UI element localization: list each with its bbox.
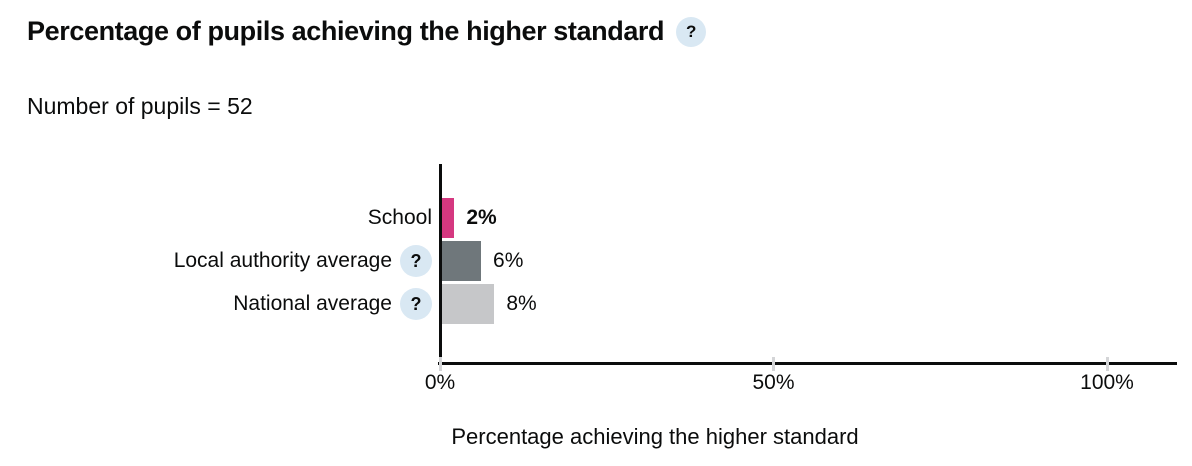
bar-value-local-authority: 6% — [493, 249, 524, 272]
x-tick-label-0: 0% — [424, 371, 456, 394]
title-row: Percentage of pupils achieving the highe… — [27, 16, 707, 47]
bar-area: 8% — [441, 284, 537, 324]
row-label-wrap: Local authority average ? — [174, 241, 432, 281]
chart-row-school: School 2% — [0, 198, 1192, 238]
row-label-school: School — [367, 206, 432, 229]
row-label-wrap: School — [368, 198, 432, 238]
bar-value-school: 2% — [466, 206, 497, 229]
x-axis-title: Percentage achieving the higher standard — [451, 424, 859, 449]
bar-national — [441, 284, 495, 324]
row-label-wrap: National average ? — [233, 284, 432, 324]
national-help-icon[interactable]: ? — [400, 288, 432, 320]
bar-value-national: 8% — [506, 292, 537, 315]
bar-area: 6% — [441, 241, 523, 281]
x-axis-line — [438, 362, 1177, 365]
x-tick-0 — [438, 357, 442, 371]
bar-school — [441, 198, 455, 238]
y-axis-line — [439, 164, 442, 364]
x-tick-label-100: 100% — [1080, 371, 1134, 394]
row-label-local-authority: Local authority average — [173, 249, 392, 272]
x-tick-100 — [1105, 357, 1109, 371]
title-help-icon[interactable]: ? — [676, 16, 707, 47]
row-label-national: National average — [233, 292, 392, 315]
x-tick-50 — [772, 357, 775, 371]
x-tick-label-50: 50% — [752, 371, 795, 394]
chart-row-national: National average ? 8% — [0, 284, 1192, 324]
page-title: Percentage of pupils achieving the highe… — [27, 16, 665, 46]
pupil-count-text: Number of pupils = 52 — [27, 93, 253, 119]
bar-local-authority — [441, 241, 482, 281]
local-authority-help-icon[interactable]: ? — [400, 245, 432, 277]
chart-row-local-authority: Local authority average ? 6% — [0, 241, 1192, 281]
bar-area: 2% — [441, 198, 497, 238]
